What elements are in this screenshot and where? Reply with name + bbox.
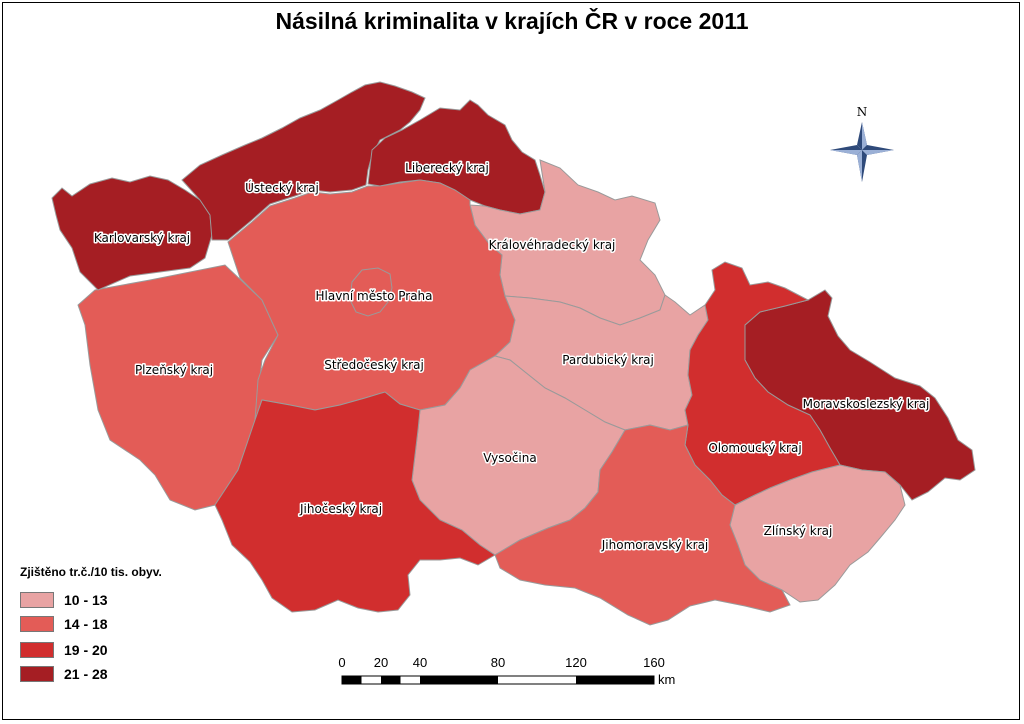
label-stredocesky: Středočeský kraj — [324, 358, 424, 372]
label-moravskoslezsky: Moravskoslezský kraj — [803, 397, 930, 411]
label-olomoucky: Olomoucký kraj — [708, 441, 801, 455]
regions — [51, 81, 976, 626]
label-zlinsky: Zlínský kraj — [764, 524, 833, 538]
region-jihocesky[interactable] — [214, 391, 496, 613]
north-label: N — [857, 105, 868, 119]
region-ustecky[interactable] — [181, 81, 426, 241]
legend-label: 19 - 20 — [64, 642, 108, 658]
scale-unit: km — [658, 672, 675, 687]
legend-item: 10 - 13 — [20, 590, 108, 610]
legend-item: 21 - 28 — [20, 664, 108, 684]
legend-swatch — [20, 616, 54, 632]
scale-tick-160: 160 — [643, 655, 665, 670]
legend-swatch — [20, 666, 54, 682]
legend-label: 10 - 13 — [64, 592, 108, 608]
legend-item: 14 - 18 — [20, 614, 108, 634]
scale-tick-80: 80 — [491, 655, 505, 670]
scale-tick-0: 0 — [338, 655, 345, 670]
region-praha[interactable] — [349, 267, 393, 317]
legend-item: 19 - 20 — [20, 640, 108, 660]
label-jihomoravsky: Jihomoravský kraj — [601, 538, 709, 552]
label-jihocesky: Jihočeský kraj — [299, 502, 382, 516]
label-ustecky: Ústecký kraj — [245, 180, 319, 195]
region-olomoucky[interactable] — [684, 261, 841, 506]
label-pardubicky: Pardubický kraj — [562, 353, 654, 367]
region-labels: Karlovarský kraj Ústecký kraj Liberecký … — [92, 160, 931, 554]
scale-bar: 0 20 40 80 120 160 km — [338, 655, 675, 687]
label-karlovarsky: Karlovarský kraj — [94, 231, 190, 245]
legend-swatch — [20, 592, 54, 608]
label-kralovehradecky: Královéhradecký kraj — [489, 238, 616, 252]
legend-title: Zjištěno tr.č./10 tis. obyv. — [20, 565, 162, 579]
north-arrow-icon: N — [830, 105, 894, 182]
label-liberecky: Liberecký kraj — [405, 161, 489, 175]
legend-label: 14 - 18 — [64, 616, 108, 632]
label-plzensky: Plzeňský kraj — [135, 363, 213, 377]
scale-tick-40: 40 — [413, 655, 427, 670]
label-vysocina: Vysočina — [483, 451, 536, 465]
map-title: Násilná kriminalita v krajích ČR v roce … — [275, 8, 749, 34]
region-jihomoravsky[interactable] — [494, 424, 791, 626]
scale-tick-120: 120 — [565, 655, 587, 670]
legend-label: 21 - 28 — [64, 666, 108, 682]
scale-tick-20: 20 — [374, 655, 388, 670]
label-praha: Hlavní město Praha — [315, 289, 432, 303]
legend-swatch — [20, 642, 54, 658]
